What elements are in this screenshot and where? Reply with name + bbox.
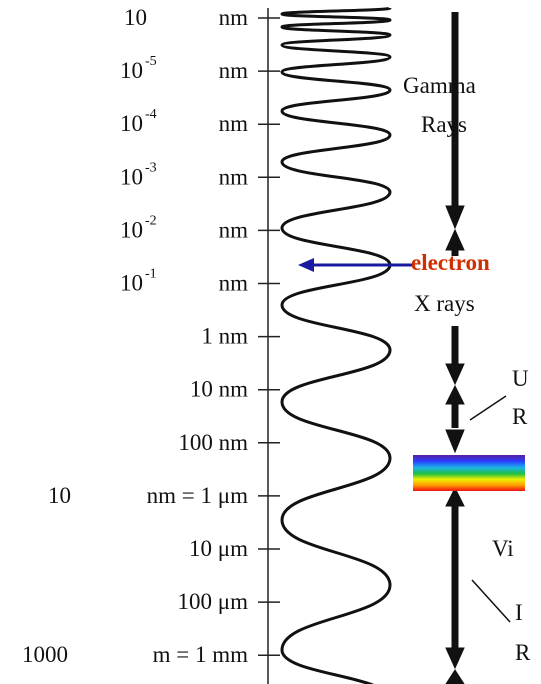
band-label: R [512,404,528,429]
tick-base: 10 [120,271,143,296]
tick-base: 10 [120,58,143,83]
band-label: R [515,640,531,665]
band-label: Rays [421,112,467,137]
tick-exp: -2 [145,213,157,228]
tick-unit: nm [219,217,249,242]
tick-unit: 100 μm [178,589,249,614]
tick-unit: nm [219,164,249,189]
tick-exp: -1 [145,267,157,282]
tick-base: 10 [48,483,71,508]
tick-unit: nm [219,5,249,30]
band-label: X rays [414,291,475,316]
band-label: I [515,600,523,625]
band-label: U [512,366,529,391]
tick-unit: 1 nm [201,324,248,349]
tick-base: 10 [120,164,143,189]
tick-unit: 10 nm [190,377,248,402]
tick-base: 10 [124,5,147,30]
tick-unit: m = 1 mm [153,642,249,667]
tick-base: 10 [120,111,143,136]
tick-unit: nm [219,58,249,83]
tick-base: 1000 [22,642,68,667]
tick-unit: 100 nm [178,430,248,455]
tick-unit: 10 μm [189,536,248,561]
tick-exp: -3 [145,160,157,175]
electron-pointer [298,258,412,272]
tick-unit: nm = 1 μm [147,483,248,508]
band-label: Gamma [403,73,476,98]
tick-exp: -5 [145,54,157,69]
visible-band [413,455,525,491]
tick-base: 10 [120,217,143,242]
band-label: electron [411,250,490,275]
band-arrows [445,12,511,684]
tick-unit: nm [219,111,249,136]
wave [280,6,392,684]
tick-unit: nm [219,271,249,296]
band-label: Vi [492,536,514,561]
tick-exp: -4 [145,107,157,122]
